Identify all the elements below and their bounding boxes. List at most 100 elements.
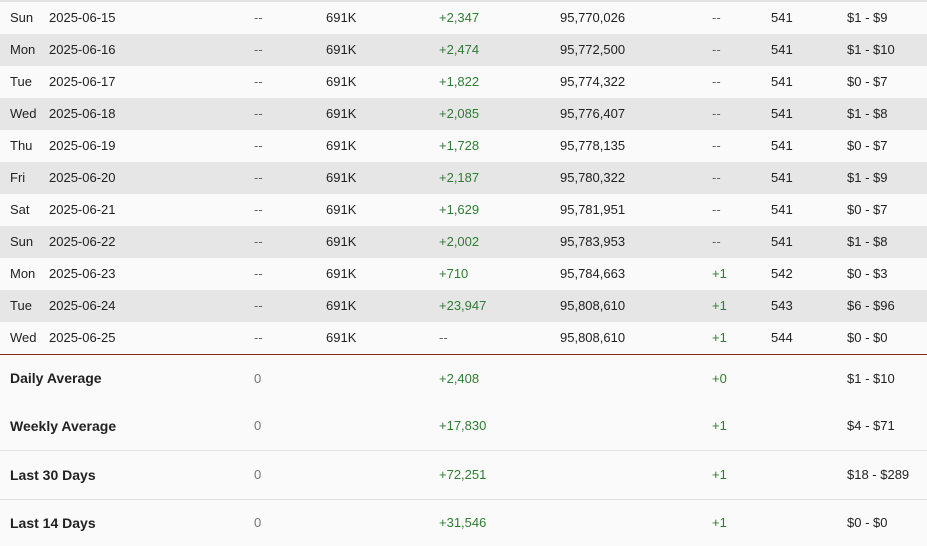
earnings-cell: $1 - $10 (847, 42, 895, 57)
total-cell: 95,772,500 (560, 42, 626, 57)
table-row: Sat 2025-06-21 -- 691K +1,629 95,781,951… (0, 194, 927, 226)
total-cell: 95,784,663 (560, 266, 626, 281)
rank-change-cell: -- (712, 234, 721, 249)
summary-rank-change: +0 (712, 371, 727, 386)
total-cell: 95,781,951 (560, 202, 626, 217)
col-a-cell: -- (254, 266, 263, 281)
day-cell: Wed (10, 330, 37, 345)
rank-change-cell: +1 (712, 330, 727, 345)
col-a-cell: -- (254, 298, 263, 313)
earnings-cell: $1 - $9 (847, 10, 888, 25)
rank-change-cell: -- (712, 202, 721, 217)
date-cell: 2025-06-22 (49, 234, 116, 249)
day-cell: Tue (10, 74, 32, 89)
summary-change: +31,546 (439, 515, 487, 530)
day-cell: Sun (10, 234, 34, 249)
summary-change: +17,830 (439, 418, 487, 433)
summary-col-a: 0 (254, 371, 262, 386)
date-cell: 2025-06-23 (49, 266, 116, 281)
summary-col-a: 0 (254, 418, 262, 433)
col-b-cell: 691K (326, 170, 357, 185)
total-cell: 95,778,135 (560, 138, 626, 153)
col-a-cell: -- (254, 106, 263, 121)
earnings-cell: $0 - $7 (847, 138, 888, 153)
table-row: Mon 2025-06-16 -- 691K +2,474 95,772,500… (0, 34, 927, 66)
summary-label: Last 14 Days (10, 515, 96, 531)
date-cell: 2025-06-24 (49, 298, 116, 313)
date-cell: 2025-06-20 (49, 170, 116, 185)
rank-change-cell: -- (712, 42, 721, 57)
day-cell: Thu (10, 138, 33, 153)
rank-change-cell: -- (712, 138, 721, 153)
total-cell: 95,783,953 (560, 234, 626, 249)
col-b-cell: 691K (326, 266, 357, 281)
rank-cell: 541 (771, 74, 793, 89)
rank-cell: 541 (771, 10, 793, 25)
total-cell: 95,808,610 (560, 298, 626, 313)
day-cell: Mon (10, 266, 36, 281)
rank-cell: 541 (771, 42, 793, 57)
table-row: Tue 2025-06-17 -- 691K +1,822 95,774,322… (0, 66, 927, 98)
change-cell: +2,187 (439, 170, 480, 185)
summary-col-a: 0 (254, 515, 262, 530)
earnings-cell: $0 - $3 (847, 266, 888, 281)
summary-rank-change: +1 (712, 418, 727, 433)
summary-change: +72,251 (439, 467, 487, 482)
col-b-cell: 691K (326, 298, 357, 313)
summary-label: Last 30 Days (10, 467, 96, 483)
rank-change-cell: -- (712, 106, 721, 121)
col-a-cell: -- (254, 202, 263, 217)
summary-divider (0, 354, 927, 355)
date-cell: 2025-06-19 (49, 138, 116, 153)
total-cell: 95,774,322 (560, 74, 626, 89)
summary-row-daily-average: Daily Average 0 +2,408 +0 $1 - $10 (0, 355, 927, 402)
summary-col-a: 0 (254, 467, 262, 482)
change-cell: +2,085 (439, 106, 480, 121)
table-row: Wed 2025-06-18 -- 691K +2,085 95,776,407… (0, 98, 927, 130)
summary-row-last-14-days: Last 14 Days 0 +31,546 +1 $0 - $0 (0, 500, 927, 546)
earnings-cell: $6 - $96 (847, 298, 895, 313)
col-b-cell: 691K (326, 330, 357, 345)
col-a-cell: -- (254, 138, 263, 153)
day-cell: Wed (10, 106, 37, 121)
col-b-cell: 691K (326, 42, 357, 57)
table-row: Sun 2025-06-15 -- 691K +2,347 95,770,026… (0, 2, 927, 34)
summary-row-weekly-average: Weekly Average 0 +17,830 +1 $4 - $71 (0, 402, 927, 451)
rank-change-cell: -- (712, 170, 721, 185)
summary-rank-change: +1 (712, 515, 727, 530)
change-cell: +710 (439, 266, 469, 281)
day-cell: Fri (10, 170, 26, 185)
total-cell: 95,770,026 (560, 10, 626, 25)
rank-change-cell: -- (712, 10, 721, 25)
change-cell: +1,629 (439, 202, 480, 217)
change-cell: +2,002 (439, 234, 480, 249)
total-cell: 95,780,322 (560, 170, 626, 185)
total-cell: 95,776,407 (560, 106, 626, 121)
table-row: Fri 2025-06-20 -- 691K +2,187 95,780,322… (0, 162, 927, 194)
col-b-cell: 691K (326, 10, 357, 25)
col-a-cell: -- (254, 10, 263, 25)
summary-rank-change: +1 (712, 467, 727, 482)
summary-change: +2,408 (439, 371, 480, 386)
change-cell: +2,474 (439, 42, 480, 57)
col-a-cell: -- (254, 170, 263, 185)
summary-earnings: $1 - $10 (847, 371, 895, 386)
change-cell: +1,822 (439, 74, 480, 89)
earnings-cell: $0 - $7 (847, 202, 888, 217)
date-cell: 2025-06-15 (49, 10, 116, 25)
col-b-cell: 691K (326, 138, 357, 153)
change-cell: +1,728 (439, 138, 480, 153)
table-row: Mon 2025-06-23 -- 691K +710 95,784,663 +… (0, 258, 927, 290)
col-b-cell: 691K (326, 74, 357, 89)
earnings-cell: $1 - $8 (847, 106, 888, 121)
day-cell: Sat (10, 202, 30, 217)
rank-cell: 541 (771, 138, 793, 153)
rank-cell: 544 (771, 330, 793, 345)
date-cell: 2025-06-18 (49, 106, 116, 121)
change-cell: +23,947 (439, 298, 487, 313)
total-cell: 95,808,610 (560, 330, 626, 345)
earnings-cell: $0 - $7 (847, 74, 888, 89)
change-cell: +2,347 (439, 10, 480, 25)
rank-cell: 541 (771, 106, 793, 121)
day-cell: Tue (10, 298, 32, 313)
